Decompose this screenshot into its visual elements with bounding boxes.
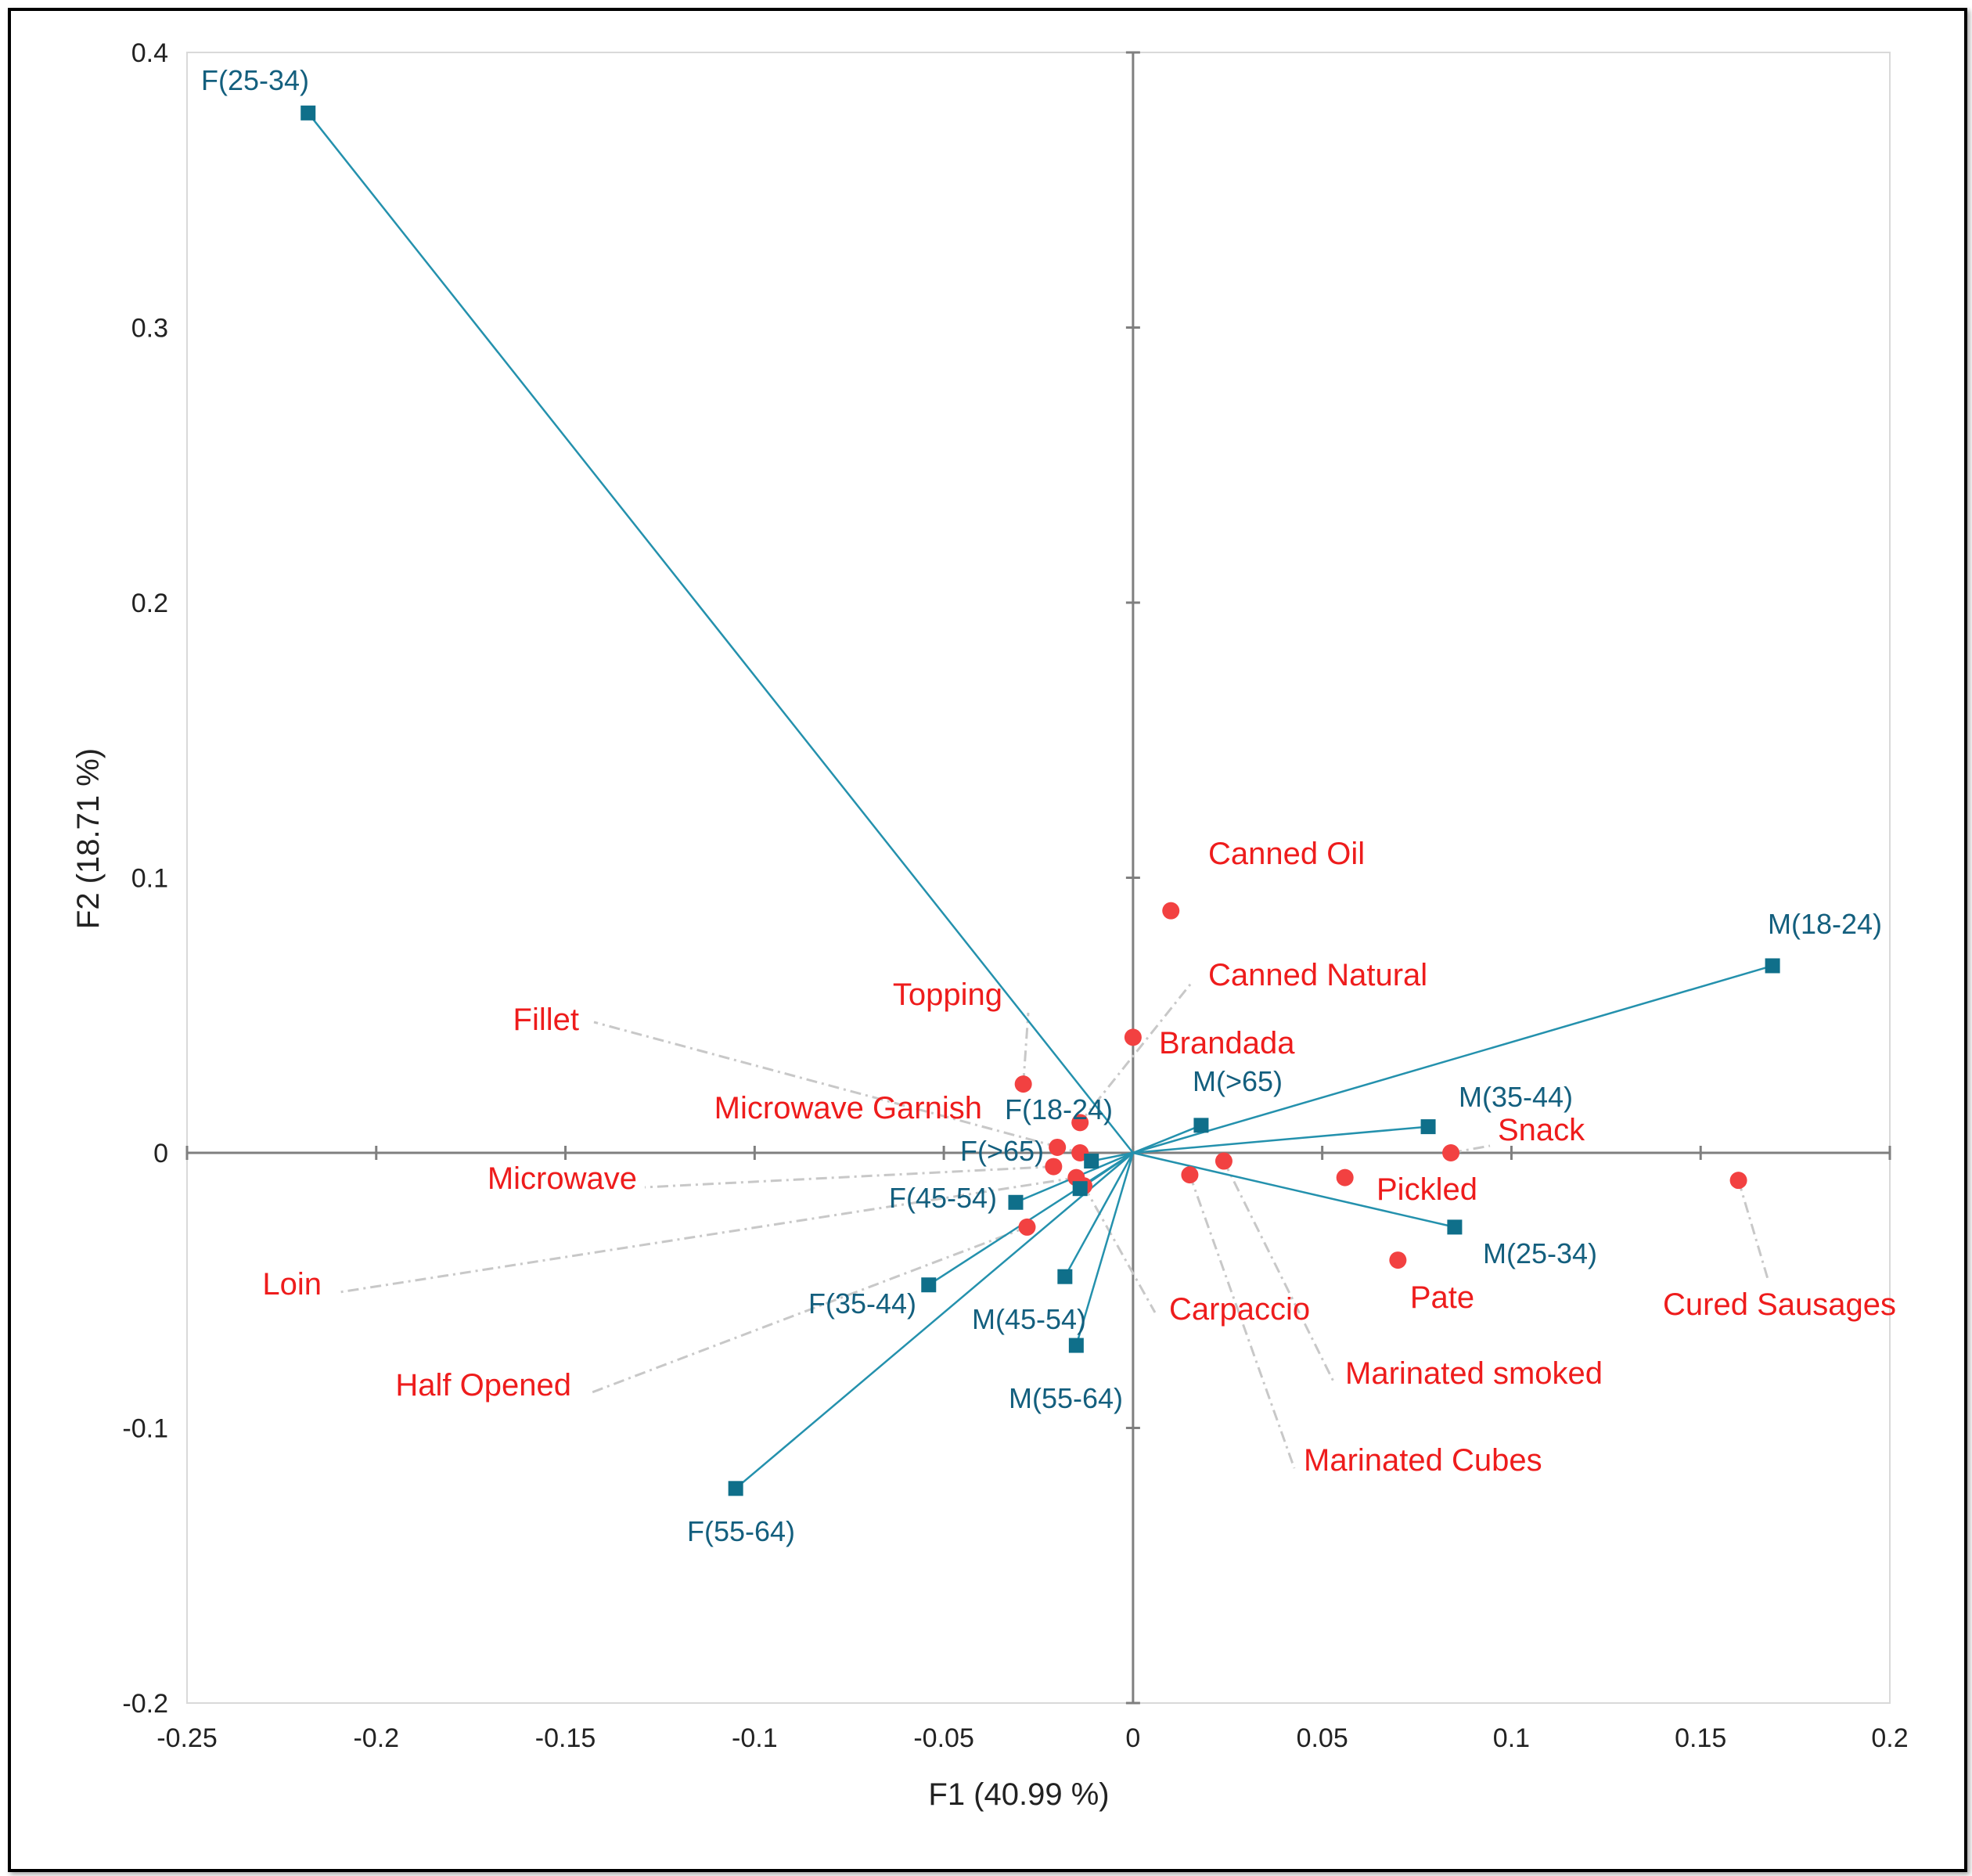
x-tick-label: 0.1: [1493, 1723, 1530, 1753]
product-point: [1729, 1172, 1747, 1190]
group-vector: [1132, 1151, 1456, 1229]
product-point: [1018, 1218, 1036, 1236]
group-vector: [735, 1152, 1134, 1489]
product-label: Canned Oil: [1208, 837, 1365, 871]
product-point: [1389, 1251, 1407, 1269]
group-label: M(18-24): [1768, 908, 1882, 940]
product-label: Marinated Cubes: [1304, 1443, 1542, 1478]
product-point: [1049, 1138, 1067, 1156]
x-tick-label: -0.05: [913, 1723, 974, 1753]
product-point: [1215, 1152, 1232, 1170]
group-vector: [1132, 964, 1773, 1154]
y-tick-label: 0: [153, 1139, 168, 1168]
group-label: F(45-54): [889, 1182, 997, 1214]
y-tick-label: 0.4: [131, 38, 168, 68]
group-vector: [1063, 1152, 1134, 1277]
y-tick-label: 0.1: [131, 864, 168, 894]
product-label: Microwave Garnish: [714, 1091, 982, 1125]
group-vector: [1075, 1152, 1135, 1346]
leader-line: [1022, 1012, 1030, 1085]
y-tick-label: 0.2: [131, 589, 168, 618]
group-label: M(45-54): [972, 1303, 1086, 1335]
x-tick-label: -0.15: [535, 1723, 596, 1753]
leader-line: [1079, 981, 1194, 1124]
product-label: Cured Sausages: [1663, 1287, 1896, 1322]
group-vector: [928, 1151, 1134, 1286]
group-point: [1057, 1269, 1073, 1284]
group-label: M(>65): [1193, 1065, 1283, 1097]
x-tick-label: -0.25: [157, 1723, 218, 1753]
group-label: F(>65): [960, 1135, 1044, 1167]
group-label: M(35-44): [1459, 1081, 1573, 1113]
group-vector: [307, 112, 1134, 1154]
x-tick-label: 0.05: [1297, 1723, 1348, 1753]
leader-line: [1082, 1185, 1157, 1313]
leader-line: [1222, 1160, 1335, 1382]
group-point: [300, 105, 316, 121]
product-point: [1336, 1168, 1354, 1186]
product-label: Fillet: [513, 1003, 579, 1037]
group-vector: [1132, 1125, 1429, 1154]
group-point: [1008, 1194, 1024, 1210]
leader-line: [644, 1165, 1054, 1189]
leader-line: [1737, 1179, 1769, 1280]
product-point: [1071, 1114, 1089, 1132]
product-label: Canned Natural: [1208, 958, 1427, 992]
group-point: [921, 1277, 937, 1293]
group-point: [1420, 1119, 1436, 1135]
leader-line: [339, 1176, 1077, 1294]
group-point: [1193, 1118, 1209, 1133]
y-tick-label: 0.3: [131, 314, 168, 344]
group-point: [1068, 1338, 1084, 1353]
product-label: Loin: [262, 1267, 322, 1302]
x-tick-label: 0.15: [1675, 1723, 1726, 1753]
chart-frame: -0.25 -0.2 -0.15 -0.1 -0.05 0 0.05 0.1 0.15 0.2 -0…: [8, 8, 1967, 1872]
group-point: [1447, 1219, 1463, 1235]
group-label: F(25-34): [201, 64, 309, 96]
product-label: Half Opened: [395, 1368, 571, 1402]
leader-line: [593, 1021, 1081, 1154]
group-label: M(55-64): [1009, 1382, 1123, 1414]
product-label: Microwave: [488, 1161, 637, 1196]
product-point: [1442, 1144, 1460, 1161]
product-label: Marinated smoked: [1345, 1356, 1603, 1391]
leader-line: [589, 1226, 1028, 1395]
product-point: [1181, 1166, 1199, 1184]
group-vector: [1132, 1124, 1202, 1154]
product-label: Topping: [893, 978, 1002, 1012]
group-point: [1084, 1154, 1099, 1169]
biplot-chart: -0.25 -0.2 -0.15 -0.1 -0.05 0 0.05 0.1 0.15 0.2 -0…: [71, 38, 1909, 1812]
product-label: Pickled: [1376, 1172, 1477, 1207]
group-point: [1072, 1181, 1088, 1197]
y-tick-label: -0.2: [122, 1689, 168, 1719]
leader-line: [1189, 1174, 1296, 1469]
x-tick-label: 0.2: [1871, 1723, 1908, 1753]
x-tick-label: 0: [1125, 1723, 1140, 1753]
plot-border: [186, 52, 1891, 1704]
group-label: M(25-34): [1483, 1237, 1597, 1269]
y-tick-label: -0.1: [122, 1414, 168, 1444]
product-label: Carpaccio: [1169, 1292, 1310, 1327]
product-label: Snack: [1498, 1113, 1585, 1147]
product-label: Pate: [1410, 1280, 1474, 1315]
product-point: [1014, 1075, 1032, 1093]
group-label: F(18-24): [1005, 1093, 1113, 1125]
group-label: F(35-44): [808, 1287, 916, 1320]
y-axis-title: F2 (18.71 %): [71, 748, 106, 929]
group-label: F(55-64): [687, 1515, 795, 1547]
product-point: [1045, 1158, 1063, 1176]
x-axis-title: F1 (40.99 %): [928, 1777, 1109, 1812]
product-point: [1162, 902, 1180, 920]
group-point: [728, 1481, 743, 1496]
x-tick-label: -0.1: [732, 1723, 778, 1753]
product-label: Brandada: [1159, 1026, 1295, 1060]
x-tick-label: -0.2: [353, 1723, 399, 1753]
product-point: [1124, 1028, 1142, 1046]
group-point: [1765, 958, 1780, 974]
